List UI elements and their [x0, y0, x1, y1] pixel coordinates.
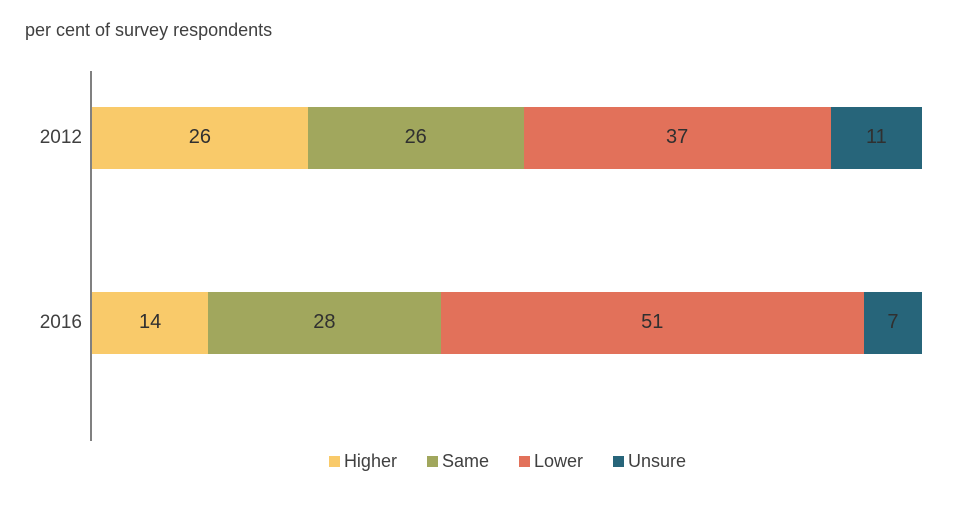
bar-segment: 26: [92, 107, 308, 169]
bar-row: 20161428517: [92, 292, 925, 354]
bar-row: 201226263711: [92, 107, 925, 169]
legend-item: Same: [427, 451, 489, 472]
legend-item: Unsure: [613, 451, 686, 472]
legend-swatch: [519, 456, 530, 467]
legend-swatch: [329, 456, 340, 467]
legend-swatch: [613, 456, 624, 467]
legend-label: Lower: [534, 451, 583, 472]
legend-item: Higher: [329, 451, 397, 472]
bar-segment: 26: [308, 107, 524, 169]
y-axis-label: 2016: [27, 312, 82, 334]
bar-track: 1428517: [92, 292, 922, 354]
legend: Higher Same Lower Unsure: [90, 451, 925, 472]
bar-segment: 14: [92, 292, 208, 354]
bar-segment: 11: [831, 107, 922, 169]
legend-swatch: [427, 456, 438, 467]
legend-item: Lower: [519, 451, 583, 472]
legend-label: Higher: [344, 451, 397, 472]
chart-title: per cent of survey respondents: [25, 20, 925, 41]
bar-segment: 28: [208, 292, 440, 354]
y-axis-label: 2012: [27, 127, 82, 149]
chart-container: per cent of survey respondents 201226263…: [0, 0, 965, 524]
plot-area: 201226263711 20161428517: [90, 71, 925, 441]
bar-track: 26263711: [92, 107, 922, 169]
legend-label: Unsure: [628, 451, 686, 472]
legend-label: Same: [442, 451, 489, 472]
bar-segment: 51: [441, 292, 864, 354]
bar-segment: 37: [524, 107, 831, 169]
bar-segment: 7: [864, 292, 922, 354]
